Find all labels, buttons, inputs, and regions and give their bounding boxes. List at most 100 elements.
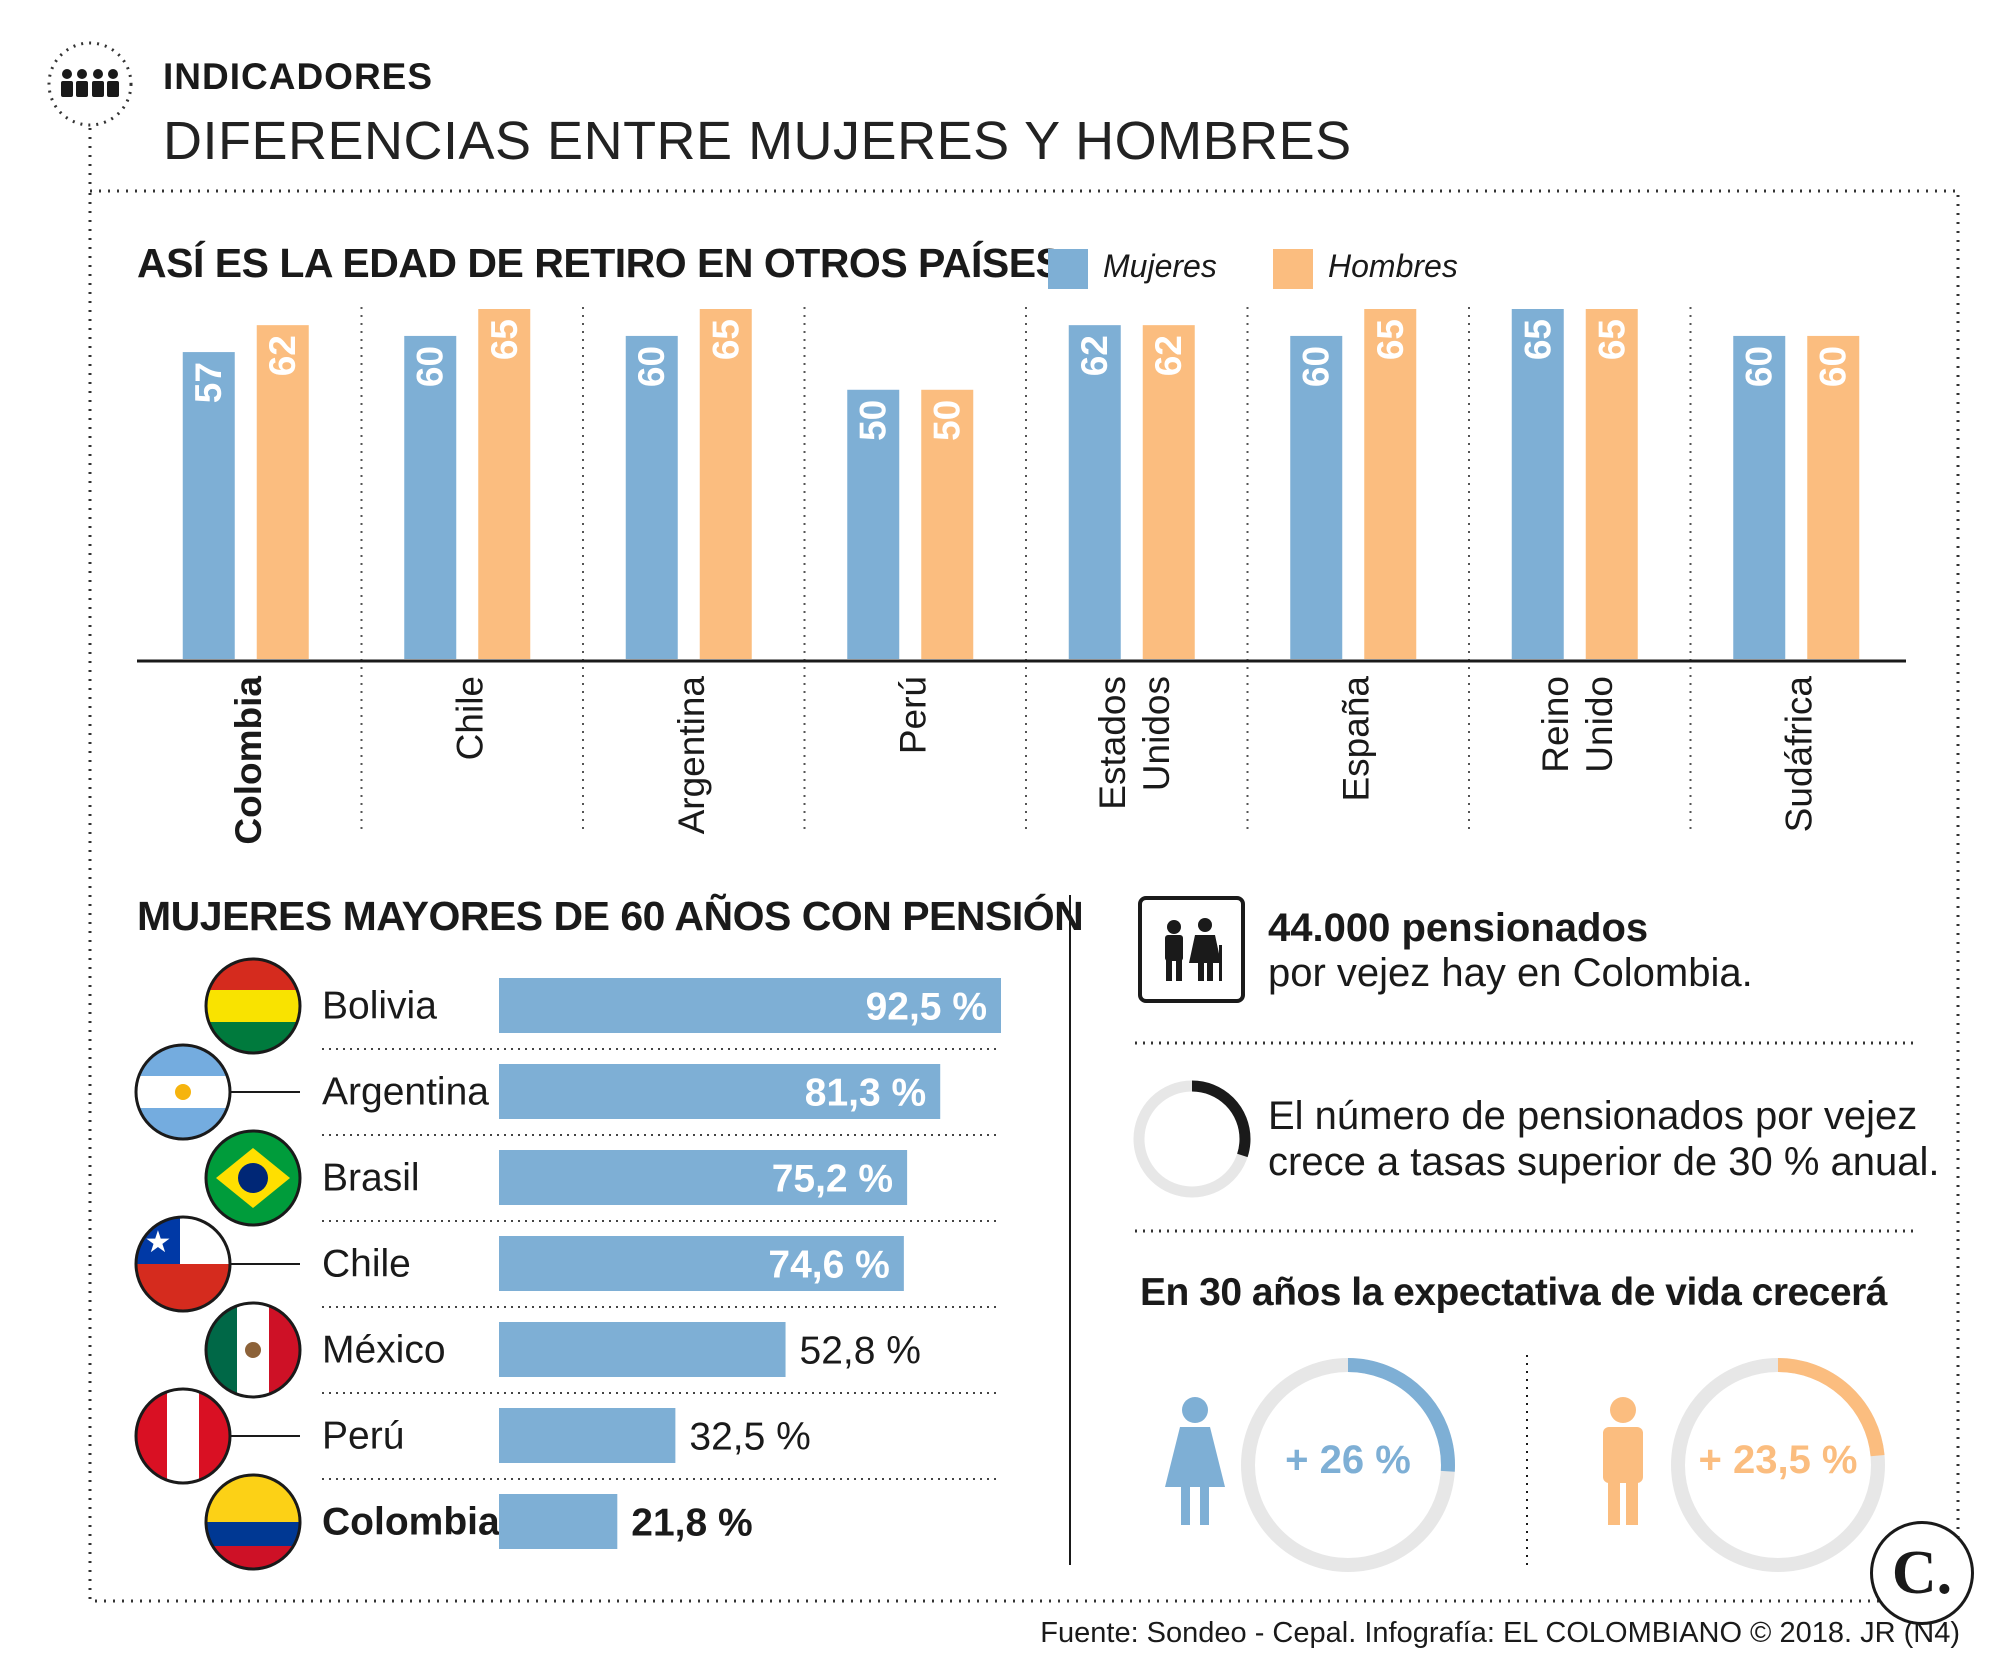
bar-value-label: 62 xyxy=(262,335,303,376)
bar-hombres-chile xyxy=(478,309,531,659)
legend-swatch-hombres xyxy=(1273,249,1313,289)
pension-country-label: Brasil xyxy=(322,1157,420,1200)
bar-value-label: 62 xyxy=(1148,335,1189,376)
elderly-couple-icon xyxy=(1138,896,1245,1003)
ring-progress xyxy=(1241,1358,1455,1572)
woman-icon xyxy=(1165,1397,1225,1525)
brazil-flag-icon xyxy=(204,1129,302,1227)
pension-value-label: 92,5 % xyxy=(866,986,987,1029)
pension-value-label: 81,3 % xyxy=(805,1072,926,1115)
pension-bar-chile xyxy=(499,1236,904,1291)
colombia-flag-icon xyxy=(204,1473,302,1571)
pension-country-label: Argentina xyxy=(322,1071,489,1114)
people-group-icon xyxy=(47,41,133,127)
bar-value-label: 62 xyxy=(1074,335,1115,376)
bar-hombres-argentina xyxy=(699,309,752,659)
bar-value-label: 65 xyxy=(1517,319,1558,360)
retirement-chart-title: ASÍ ES LA EDAD DE RETIRO EN OTROS PAÍSES xyxy=(137,240,1063,286)
pension-bar-colombia xyxy=(499,1494,618,1549)
pension-value-label: 75,2 % xyxy=(772,1158,893,1201)
headline: DIFERENCIAS ENTRE MUJERES Y HOMBRES xyxy=(163,111,1352,171)
pension-value-label: 52,8 % xyxy=(800,1330,921,1373)
pension-bar-bolivia xyxy=(499,978,1001,1033)
life-divider xyxy=(1526,1355,1528,1565)
category-label: Chile xyxy=(449,676,490,760)
bar-value-label: 60 xyxy=(410,346,451,387)
bar-value-label: 60 xyxy=(1296,346,1337,387)
bar-hombres-perú xyxy=(921,389,974,659)
bar-value-label: 50 xyxy=(927,400,968,441)
ring-progress xyxy=(1671,1358,1885,1572)
women-life-ring xyxy=(1241,1358,1455,1572)
section-divider xyxy=(1069,895,1071,1565)
pension-value-label: 21,8 % xyxy=(631,1502,752,1545)
pension-value-label: 32,5 % xyxy=(689,1416,810,1459)
pension-value-label: 74,6 % xyxy=(768,1244,889,1287)
category-label: Argentina xyxy=(671,676,712,835)
bar-value-label: 60 xyxy=(1813,346,1854,387)
category-label: Sudáfrica xyxy=(1778,676,1819,833)
pension-country-label: Bolivia xyxy=(322,985,437,1028)
men-life-ring xyxy=(1671,1358,1885,1572)
pension-country-label: México xyxy=(322,1329,446,1372)
bar-value-label: 65 xyxy=(1370,319,1411,360)
men-life-label: + 23,5 % xyxy=(1698,1438,1858,1482)
growth-text-line2: crece a tasas superior de 30 % anual. xyxy=(1268,1140,1940,1184)
chile-flag-icon: ★ xyxy=(134,1215,232,1313)
bar-mujeres-perú xyxy=(847,389,900,659)
pension-bar-perú xyxy=(499,1408,676,1463)
legend-swatch-mujeres xyxy=(1048,249,1088,289)
bar-mujeres-sudáfrica xyxy=(1733,335,1786,659)
bar-mujeres-estados-unidos xyxy=(1068,325,1121,659)
dotted-separator xyxy=(1135,1229,1913,1233)
category-label: EstadosUnidos xyxy=(1092,676,1177,810)
bar-mujeres-colombia xyxy=(182,352,235,659)
mexico-flag-icon xyxy=(204,1301,302,1399)
pensioners-headline: 44.000 pensionados xyxy=(1268,906,1649,950)
argentina-flag-icon xyxy=(134,1043,232,1141)
ring-progress xyxy=(1133,1080,1251,1198)
life-expectancy-title: En 30 años la expectativa de vida crecer… xyxy=(1140,1271,1887,1314)
source-credit: Fuente: Sondeo - Cepal. Infografía: EL C… xyxy=(1040,1617,1960,1649)
category-label: ReinoUnido xyxy=(1535,676,1620,773)
growth-ring xyxy=(1133,1080,1251,1198)
pension-bar-brasil xyxy=(499,1150,908,1205)
bolivia-flag-icon xyxy=(204,957,302,1055)
growth-text-line1: El número de pensionados por vejez xyxy=(1268,1094,1918,1138)
bar-value-label: 65 xyxy=(1591,319,1632,360)
category-label: España xyxy=(1335,676,1376,802)
el-colombiano-logo: C. xyxy=(1870,1521,1974,1625)
legend-label-mujeres: Mujeres xyxy=(1103,248,1217,284)
bar-hombres-colombia xyxy=(256,325,309,659)
bar-hombres-sudáfrica xyxy=(1807,335,1860,659)
bar-value-label: 57 xyxy=(188,362,229,403)
dotted-border xyxy=(88,189,1960,1603)
bar-value-label: 65 xyxy=(705,319,746,360)
pension-bar-méxico xyxy=(499,1322,786,1377)
bar-value-label: 65 xyxy=(484,319,525,360)
bar-value-label: 60 xyxy=(631,346,672,387)
peru-flag-icon xyxy=(134,1387,232,1485)
pensioners-text: por vejez hay en Colombia. xyxy=(1268,951,1753,995)
bar-hombres-españa xyxy=(1364,309,1417,659)
pension-country-label: Colombia xyxy=(322,1501,500,1544)
bar-hombres-estados-unidos xyxy=(1142,325,1195,659)
dotted-separator xyxy=(1135,1041,1913,1045)
bar-mujeres-chile xyxy=(404,335,457,659)
pension-country-label: Perú xyxy=(322,1415,404,1458)
category-label: Colombia xyxy=(228,676,269,845)
bar-value-label: 50 xyxy=(853,400,894,441)
pension-chart-title: MUJERES MAYORES DE 60 AÑOS CON PENSIÓN xyxy=(137,893,1084,939)
pension-bar-argentina xyxy=(499,1064,941,1119)
bar-mujeres-argentina xyxy=(625,335,678,659)
bar-hombres-reino-unido xyxy=(1585,309,1638,659)
bar-mujeres-españa xyxy=(1290,335,1343,659)
pension-country-label: Chile xyxy=(322,1243,411,1286)
bar-mujeres-reino-unido xyxy=(1511,309,1564,659)
legend-label-hombres: Hombres xyxy=(1328,248,1458,284)
women-life-label: + 26 % xyxy=(1285,1438,1411,1482)
kicker: INDICADORES xyxy=(163,56,434,97)
